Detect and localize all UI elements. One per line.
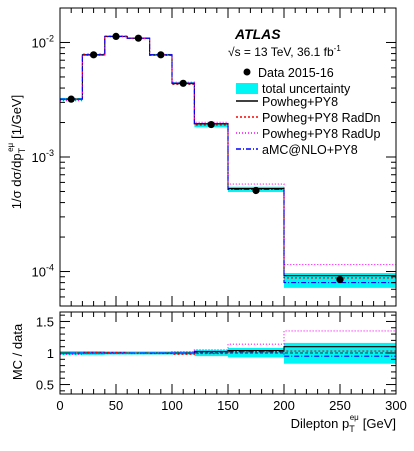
legend-uncertainty-label: total uncertainty <box>262 82 351 96</box>
data-point-7 <box>252 186 260 195</box>
ratio-line-3 <box>60 351 396 357</box>
ratio-y-tick-label-1: 1 <box>47 346 54 361</box>
legend-uncertainty-swatch <box>236 83 258 94</box>
ratio-y-tick-label-2: 1.5 <box>36 314 54 329</box>
x-tick-label-3: 150 <box>217 398 239 413</box>
legend-label-2: Powheg+PY8 RadUp <box>262 127 381 141</box>
data-point-6 <box>207 120 215 129</box>
legend-series-entries: Powheg+PY8 Powheg+PY8 RadDn Powheg+PY8 Rad… <box>236 95 381 157</box>
energy-label: √s = 13 TeV, 36.1 fb-1 <box>228 44 341 59</box>
x-tick-label-1: 50 <box>109 398 123 413</box>
x-tick-label-5: 250 <box>329 398 351 413</box>
x-tick-label-2: 100 <box>161 398 183 413</box>
data-point-5 <box>179 79 187 87</box>
data-point-0 <box>67 95 75 103</box>
data-point-2 <box>112 32 120 40</box>
ratio-y-ticks: 0.5 1 1.5 <box>36 314 396 393</box>
x-axis-label: Dilepton pTeμ [GeV] <box>291 413 396 434</box>
main-series-lines <box>60 35 396 284</box>
legend-label-1: Powheg+PY8 RadDn <box>262 111 381 125</box>
ratio-series-lines <box>60 330 396 357</box>
data-points <box>67 32 344 284</box>
main-y-axis-label: 1/σ dσ/dpTeμ[1/GeV] <box>6 95 27 209</box>
ratio-panel: 0.5 1 1.5 0 50 100 150 200 250 300 MC / data Dil… <box>10 311 407 434</box>
x-tick-label-0: 0 <box>56 398 63 413</box>
x-tick-label-4: 200 <box>273 398 295 413</box>
atlas-label: ATLAS <box>234 26 281 42</box>
data-point-4 <box>157 51 165 59</box>
legend-data-marker <box>243 68 251 76</box>
x-tick-label-6: 300 <box>385 398 407 413</box>
legend: Data 2015-16 total uncertainty Powheg+PY… <box>236 66 381 157</box>
main-panel: 10-2 10-3 10-4 ATLAS √s = 13 TeV, 36.1 fb-… <box>6 7 397 307</box>
main-x-ticks <box>59 8 397 306</box>
main-y-ticks: 10-2 10-3 10-4 <box>32 7 396 307</box>
series-line-3 <box>60 35 396 284</box>
data-point-1 <box>90 51 98 59</box>
data-point-3 <box>134 34 142 42</box>
ratio-y-tick-label-0: 0.5 <box>36 378 54 393</box>
ratio-x-ticks: 0 50 100 150 200 250 300 <box>56 312 407 413</box>
legend-label-0: Powheg+PY8 <box>262 95 338 109</box>
data-point-8 <box>336 276 344 284</box>
main-y-tick-label-2: 10-4 <box>32 263 54 280</box>
ratio-y-axis-label: MC / data <box>10 323 25 380</box>
ratio-line-1 <box>60 350 396 355</box>
main-y-tick-label-0: 10-2 <box>32 33 54 50</box>
legend-label-3: aMC@NLO+PY8 <box>262 143 358 157</box>
legend-data-label: Data 2015-16 <box>258 66 334 80</box>
main-y-tick-label-1: 10-3 <box>32 148 54 165</box>
